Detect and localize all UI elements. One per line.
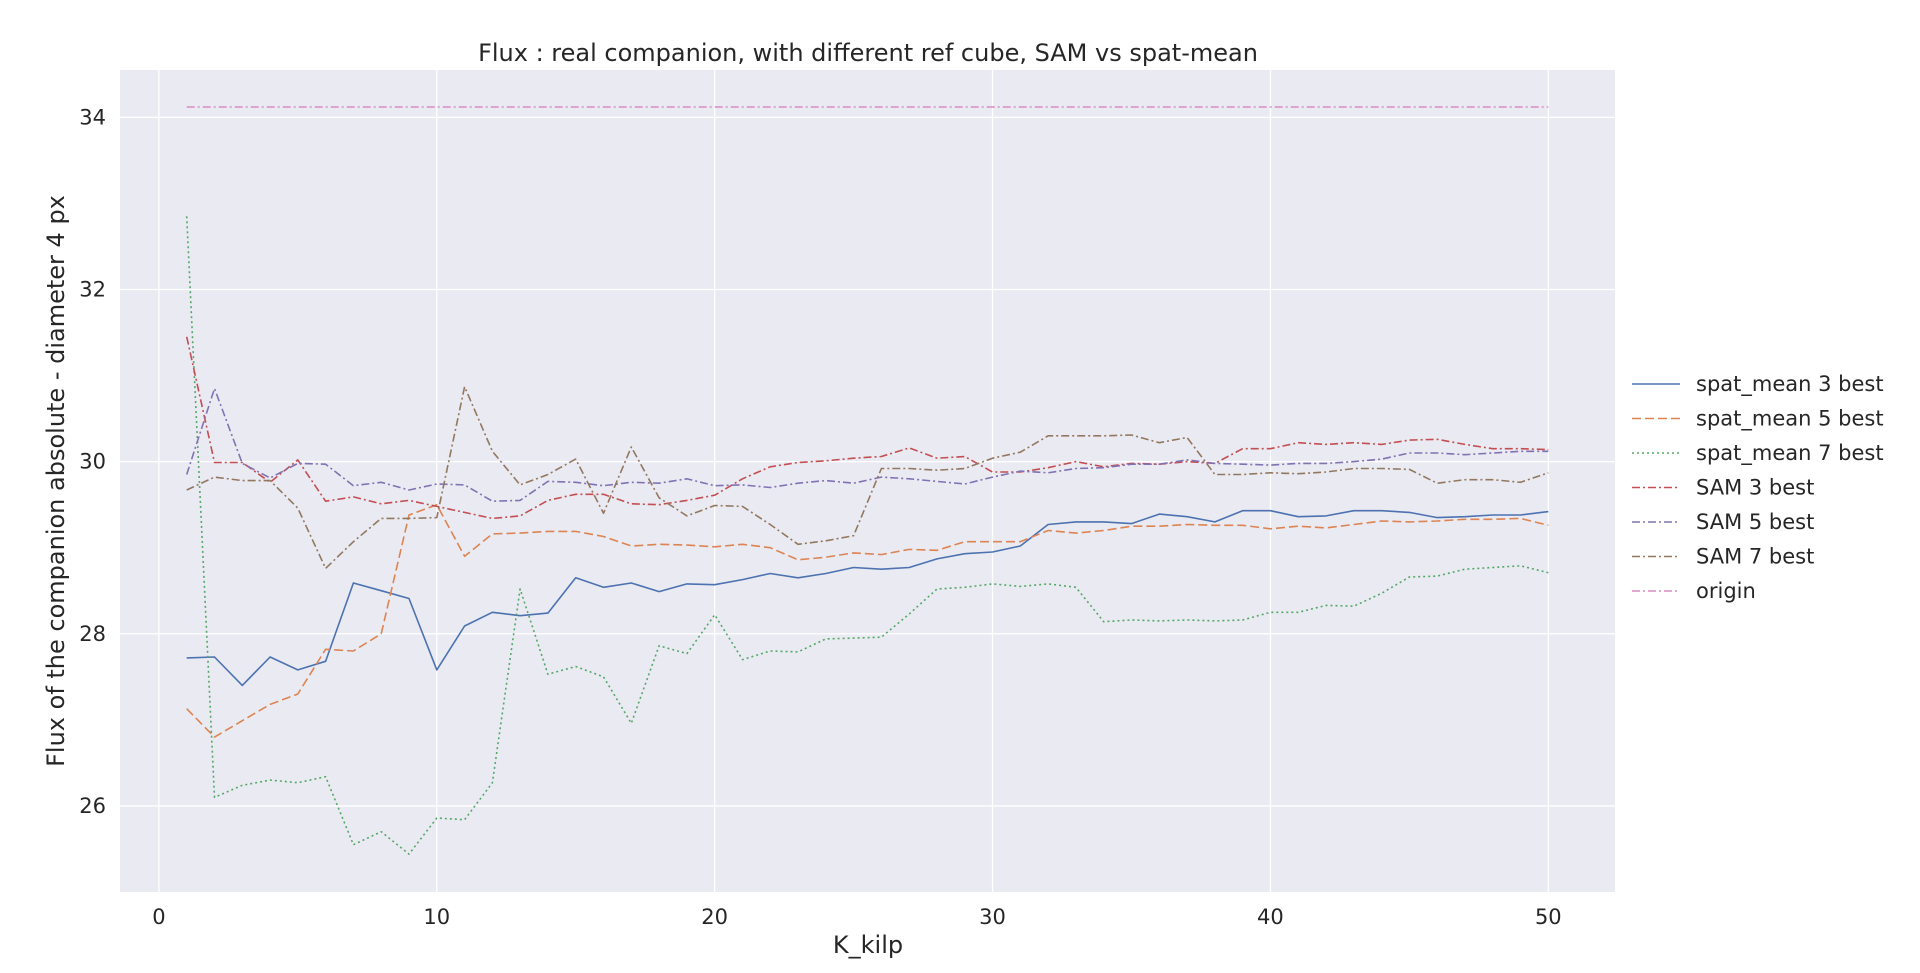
x-tick-label: 0 bbox=[152, 905, 165, 929]
y-tick-label: 34 bbox=[79, 105, 106, 129]
y-tick-label: 32 bbox=[79, 277, 106, 301]
y-tick-label: 30 bbox=[79, 450, 106, 474]
series-line-2 bbox=[186, 503, 1549, 738]
y-tick-label: 28 bbox=[79, 622, 106, 646]
chart-title: Flux : real companion, with different re… bbox=[478, 39, 1258, 67]
legend-label-3: spat_mean 7 best bbox=[1696, 441, 1884, 466]
y-axis-label: Flux of the companion absolute - diamete… bbox=[42, 195, 70, 767]
plot-area bbox=[120, 70, 1615, 892]
series-lines bbox=[185, 106, 1549, 855]
series-line-1 bbox=[186, 509, 1549, 687]
x-tick-label: 20 bbox=[701, 905, 728, 929]
legend-label-4: SAM 3 best bbox=[1696, 476, 1814, 500]
x-axis-label: K_kilp bbox=[833, 931, 903, 959]
x-tick-label: 10 bbox=[423, 905, 450, 929]
grid-lines bbox=[120, 70, 1615, 892]
series-line-5 bbox=[185, 387, 1549, 503]
x-tick-label: 50 bbox=[1535, 905, 1562, 929]
series-line-4 bbox=[185, 336, 1549, 520]
legend-label-1: spat_mean 3 best bbox=[1696, 372, 1884, 397]
legend: spat_mean 3 best spat_mean 5 best spat_mea… bbox=[1632, 372, 1884, 603]
series-line-6 bbox=[186, 385, 1549, 570]
y-tick-label: 26 bbox=[79, 794, 106, 818]
series-line-3 bbox=[185, 216, 1549, 855]
x-tick-label: 40 bbox=[1257, 905, 1284, 929]
x-tick-label: 30 bbox=[979, 905, 1006, 929]
legend-label-6: SAM 7 best bbox=[1696, 545, 1814, 569]
legend-label-5: SAM 5 best bbox=[1696, 510, 1814, 534]
axis-ticks: 0 10 20 30 40 50 26 28 30 32 34 bbox=[79, 105, 1561, 929]
legend-label-7: origin bbox=[1696, 579, 1756, 603]
legend-label-2: spat_mean 5 best bbox=[1696, 407, 1884, 432]
